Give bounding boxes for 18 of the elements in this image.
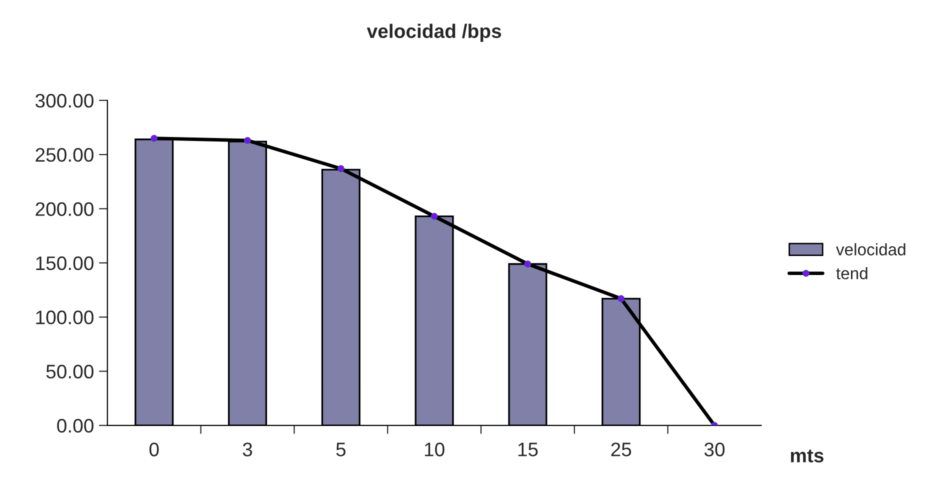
- x-axis-title: mts: [790, 450, 824, 462]
- x-tick-label: 3: [242, 442, 252, 456]
- legend-label: tend: [836, 267, 868, 280]
- y-tick-label: 250.00: [36, 148, 94, 162]
- x-tick-label: 0: [149, 442, 159, 456]
- y-tick-label: 50.00: [46, 364, 94, 378]
- x-tick-label: 15: [518, 442, 538, 456]
- x-tick-label: 25: [611, 442, 632, 456]
- x-tick-label: 10: [424, 442, 444, 456]
- chart-title: velocidad /bps: [366, 24, 502, 42]
- x-tick-label: 30: [704, 442, 725, 456]
- y-tick-label: 300.00: [35, 94, 94, 108]
- x-tick-label: 5: [336, 442, 346, 456]
- y-tick-label: 150.00: [36, 256, 94, 270]
- y-tick-label: 100.00: [36, 310, 94, 324]
- legend-label: velocidad: [836, 243, 906, 256]
- y-tick-label: 0.00: [57, 418, 94, 433]
- y-tick-label: 200.00: [36, 202, 94, 216]
